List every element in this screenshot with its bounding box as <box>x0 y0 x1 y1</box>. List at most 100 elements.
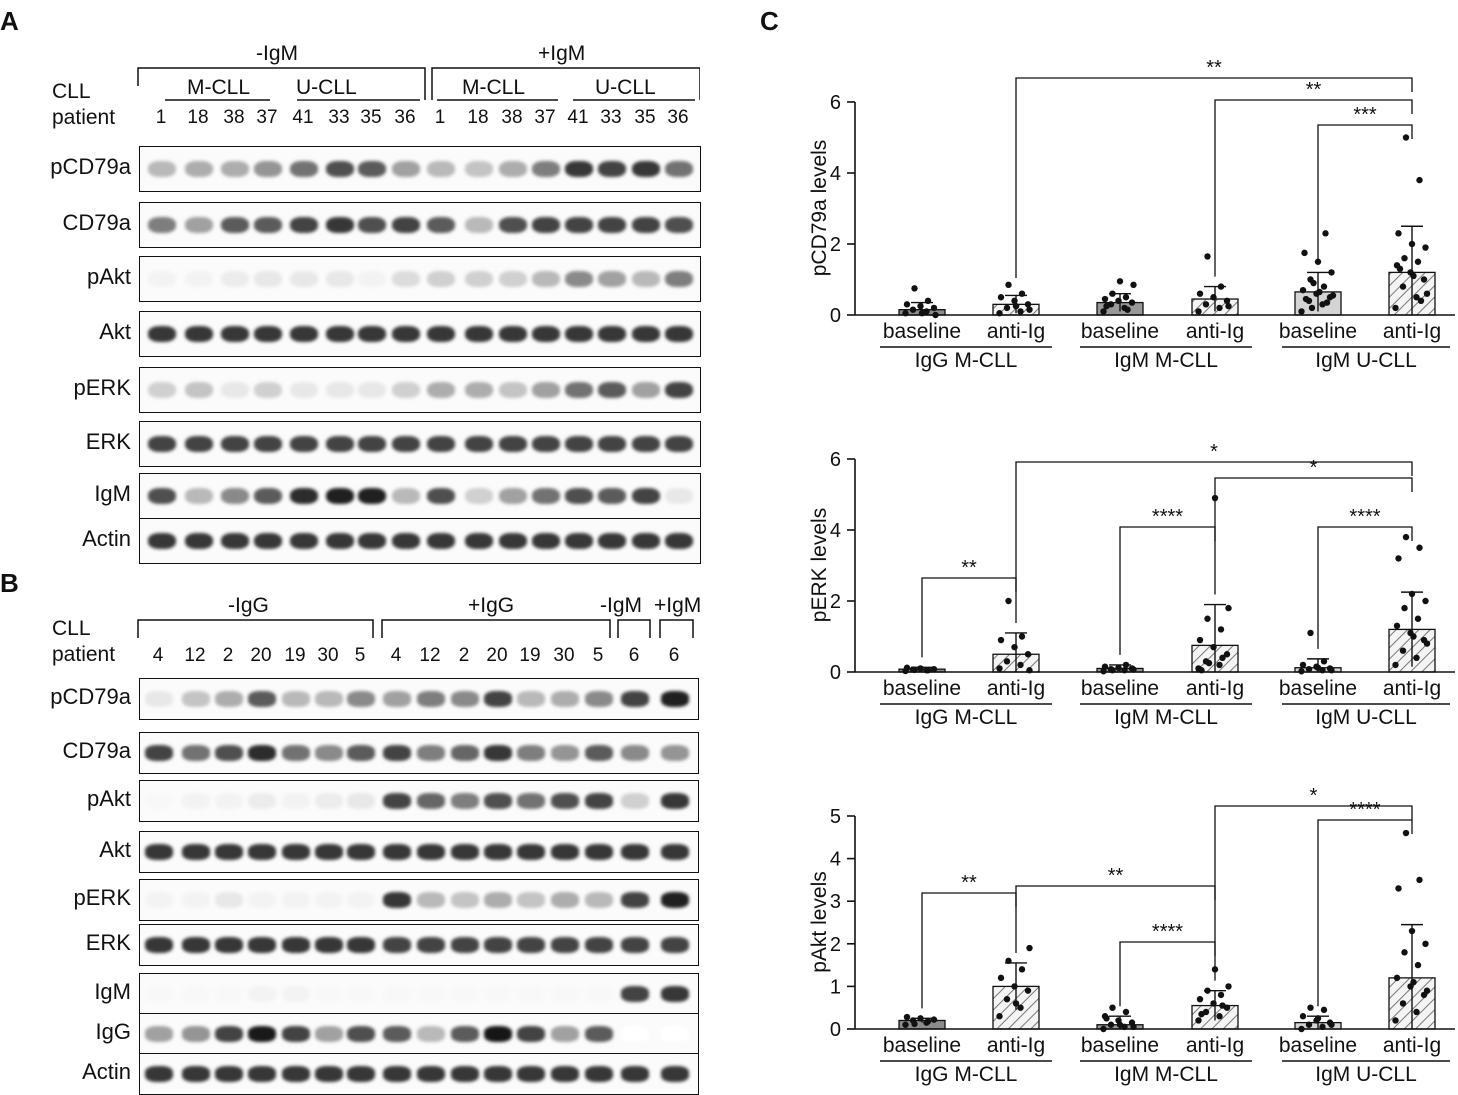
panel-b-band <box>248 986 276 1002</box>
panel-a-band <box>427 532 455 550</box>
y-tick-label: 6 <box>830 92 841 114</box>
panel-b-blot-label-akt: Akt <box>99 837 131 862</box>
panel-a-band <box>465 381 493 399</box>
data-point <box>1422 244 1429 251</box>
data-point <box>1399 283 1407 290</box>
panel-b-band <box>585 745 613 761</box>
data-point <box>924 1018 932 1025</box>
panel-b-band <box>282 844 310 860</box>
panel-b-band <box>383 1026 411 1042</box>
data-point <box>1024 301 1032 308</box>
panel-b-band <box>621 844 649 860</box>
panel-b-band <box>347 745 375 761</box>
category-label: baseline <box>883 1034 961 1057</box>
data-point <box>1399 1000 1407 1007</box>
panel-b-band <box>315 844 343 860</box>
panel-b-band <box>451 986 479 1002</box>
significance-label: **** <box>1349 799 1380 821</box>
significance-bracket <box>1214 477 1413 595</box>
panel-a-blot-actin <box>139 518 701 564</box>
panel-b-band <box>661 937 689 953</box>
panel-a-band <box>665 270 693 288</box>
panel-a-band <box>499 381 527 399</box>
panel-b-band <box>182 691 210 707</box>
panel-b-band <box>315 745 343 761</box>
data-point <box>1302 295 1310 303</box>
panel-a-band <box>148 325 176 343</box>
panel-b-band <box>517 745 545 761</box>
panel-a-band <box>665 381 693 399</box>
data-point <box>1225 604 1232 612</box>
panel-b-lane-1: 4 <box>152 645 164 666</box>
group-label: IgG M-CLL <box>915 1063 1018 1086</box>
panel-a-band <box>254 532 282 550</box>
panel-b-band <box>215 892 243 908</box>
data-point <box>909 306 917 313</box>
panel-a-band <box>185 160 213 178</box>
significance-label: ** <box>1306 79 1322 101</box>
y-tick-label: 2 <box>830 591 841 613</box>
panel-b-lane-12: 19 <box>519 645 541 666</box>
panel-b-band <box>182 937 210 953</box>
group-label: IgM U-CLL <box>1315 349 1417 372</box>
panel-b-band <box>551 844 579 860</box>
data-point <box>1422 940 1429 947</box>
data-point <box>1122 294 1130 301</box>
panel-a-blot-label-actin: Actin <box>82 526 131 551</box>
data-point <box>1414 961 1422 969</box>
panel-b-band <box>484 1026 512 1042</box>
data-point <box>1320 658 1328 665</box>
data-point <box>1299 286 1307 294</box>
data-point <box>1219 1002 1226 1009</box>
panel-a-lane-11: 38 <box>501 107 523 128</box>
data-point <box>1417 297 1425 304</box>
panel-b-band <box>282 986 310 1002</box>
panel-b-lane-14: 5 <box>592 645 604 666</box>
panel-b-band <box>585 986 613 1002</box>
data-point <box>1420 276 1428 283</box>
panel-a-band <box>598 435 626 453</box>
data-point <box>1026 306 1033 313</box>
panel-a-group-neg: -IgM <box>256 42 298 65</box>
data-point <box>1217 991 1225 999</box>
panel-b-band <box>282 937 310 953</box>
data-point <box>1416 876 1423 884</box>
panel-b-band <box>661 691 689 707</box>
panel-a-band <box>392 325 420 343</box>
panel-b-blot-label-actin: Actin <box>82 1059 131 1084</box>
panel-a-band <box>565 216 593 234</box>
panel-a-band <box>565 270 593 288</box>
significance-bracket <box>1015 461 1413 623</box>
data-point <box>1307 629 1314 637</box>
data-point <box>1328 1021 1335 1028</box>
data-point <box>1413 294 1420 301</box>
panel-b-lane-2: 12 <box>184 645 206 666</box>
panel-b-band <box>315 937 343 953</box>
panel-b-band <box>451 844 479 860</box>
panel-b-band <box>248 1066 276 1082</box>
data-point <box>1308 304 1316 312</box>
significance-label: *** <box>1353 104 1377 126</box>
category-label: baseline <box>883 677 961 700</box>
data-point <box>1216 1013 1223 1020</box>
data-point <box>1416 176 1423 184</box>
panel-a-band <box>427 381 455 399</box>
data-point <box>1410 978 1417 986</box>
panel-a-lane-4: 37 <box>256 107 278 128</box>
panel-a-band <box>290 325 318 343</box>
significance-bracket <box>1214 805 1413 981</box>
panel-b-blot-igg <box>139 1013 699 1055</box>
significance-label: ** <box>1206 57 1222 79</box>
panel-b-lane-15: 6 <box>628 645 640 666</box>
panel-a-band <box>290 381 318 399</box>
panel-a-lane-5: 41 <box>292 107 314 128</box>
y-axis-label: pCD79a levels <box>808 140 831 277</box>
panel-a-blot-label-pcd79a: pCD79a <box>50 154 131 179</box>
data-point <box>1017 1004 1024 1011</box>
panel-b-band <box>282 1026 310 1042</box>
panel-b-band <box>585 892 613 908</box>
panel-a-band <box>221 487 249 505</box>
panel-a-band <box>185 435 213 453</box>
data-point <box>1116 1021 1124 1028</box>
panel-a-band <box>665 435 693 453</box>
